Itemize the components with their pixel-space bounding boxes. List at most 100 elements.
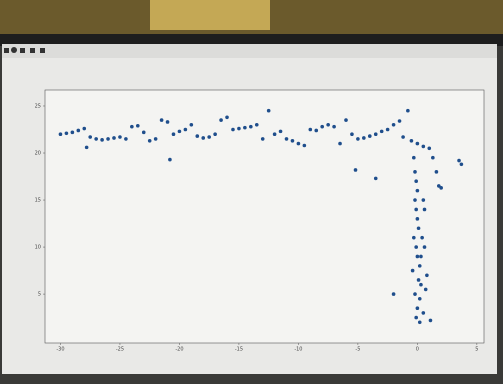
point — [429, 319, 433, 323]
point — [273, 132, 277, 136]
y-tick-label: 10 — [35, 245, 41, 251]
point — [338, 142, 342, 146]
point — [59, 132, 63, 136]
point — [142, 131, 146, 135]
point — [398, 119, 402, 123]
point — [418, 297, 422, 301]
point — [130, 125, 134, 129]
y-tick-label: 15 — [35, 198, 41, 204]
point — [320, 125, 324, 129]
point — [285, 137, 289, 141]
point — [406, 109, 410, 113]
point — [112, 136, 116, 140]
point — [326, 123, 330, 127]
point — [417, 278, 421, 282]
point — [207, 135, 211, 139]
point — [279, 130, 283, 134]
point — [413, 170, 417, 174]
point — [431, 156, 435, 160]
point — [414, 245, 418, 249]
point — [184, 128, 188, 132]
point — [136, 124, 140, 128]
point — [190, 123, 194, 127]
point — [401, 135, 405, 139]
point — [374, 177, 378, 181]
point — [154, 137, 158, 141]
point — [303, 144, 307, 148]
point — [423, 208, 427, 212]
toolbar[interactable] — [2, 44, 497, 58]
point — [85, 146, 89, 150]
page: {"chart_data": {"type": "scatter", "colo… — [0, 0, 503, 380]
wall-light — [150, 0, 270, 30]
point — [427, 147, 431, 151]
point — [166, 120, 170, 124]
point — [297, 142, 301, 146]
x-tick-label: -25 — [116, 347, 124, 353]
point — [160, 118, 164, 122]
point — [414, 316, 418, 320]
plot-area — [45, 90, 484, 343]
point — [417, 226, 421, 230]
point — [411, 269, 415, 273]
chart: -30-25-20-15-10-505510152025 — [0, 0, 503, 380]
point — [124, 137, 128, 141]
point — [413, 198, 417, 202]
point — [225, 115, 229, 119]
point — [416, 306, 420, 310]
point — [118, 135, 122, 139]
point — [439, 186, 443, 190]
point — [392, 123, 396, 127]
point — [249, 125, 253, 129]
point — [82, 127, 86, 131]
point — [172, 132, 176, 136]
point — [350, 132, 354, 136]
point — [422, 145, 426, 149]
point — [77, 129, 81, 133]
point — [435, 170, 439, 174]
point — [386, 128, 390, 132]
x-tick-label: -20 — [175, 347, 183, 353]
x-tick-label: -10 — [294, 347, 302, 353]
point — [354, 168, 358, 172]
point — [380, 130, 384, 134]
x-tick-label: -30 — [56, 347, 64, 353]
point — [195, 134, 199, 138]
point — [237, 127, 241, 131]
point — [416, 142, 420, 146]
point — [332, 125, 336, 129]
point — [291, 139, 295, 143]
point — [423, 245, 427, 249]
point — [419, 283, 423, 287]
point — [362, 136, 366, 140]
point — [410, 139, 414, 143]
point — [213, 132, 217, 136]
point — [231, 128, 235, 132]
point — [424, 288, 428, 292]
point — [416, 255, 420, 259]
point — [457, 159, 461, 163]
point — [418, 264, 422, 268]
point — [416, 189, 420, 193]
point — [106, 137, 110, 141]
point — [416, 217, 420, 221]
point — [243, 126, 247, 130]
y-tick-label: 25 — [35, 103, 41, 109]
point — [460, 163, 464, 167]
point — [414, 208, 418, 212]
point — [100, 138, 104, 142]
point — [178, 130, 182, 134]
point — [356, 137, 360, 141]
x-tick-label: 5 — [475, 347, 478, 353]
point — [201, 136, 205, 140]
point — [368, 134, 372, 138]
point — [418, 321, 422, 325]
point — [412, 156, 416, 160]
y-tick-label: 5 — [38, 292, 41, 298]
point — [148, 139, 152, 143]
y-tick-label: 20 — [35, 151, 41, 157]
point — [88, 135, 92, 139]
x-tick-label: -5 — [355, 347, 360, 353]
point — [71, 131, 75, 135]
point — [168, 158, 172, 162]
